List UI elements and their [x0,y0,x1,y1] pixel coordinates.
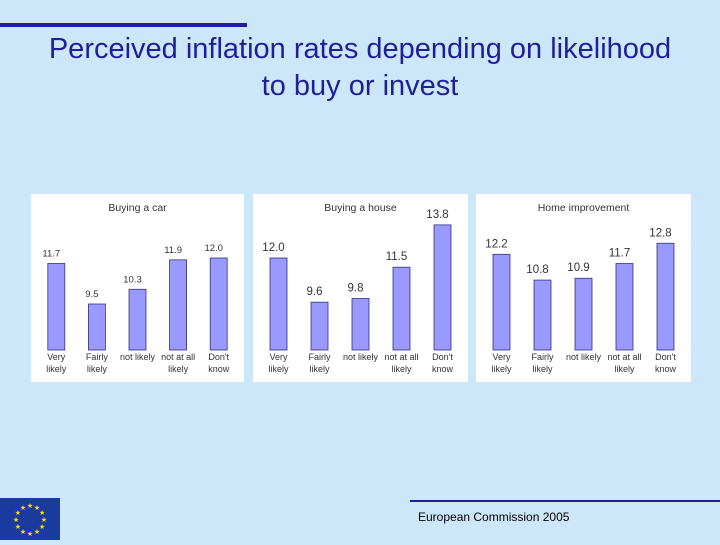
chart-car: Buying a car 11.7 Very likely 9.5 Fairly likel… [42,202,230,374]
data-label: 10.3 [123,274,142,285]
star-icon: ★ [34,528,40,536]
chart-panel-car: Buying a car 11.7 Very likely 9.5 Fairly likel… [31,194,244,382]
bar-don-t-know [656,242,675,351]
tick-label-not-at-all-likely: not at all likely [607,352,641,374]
data-label: 11.7 [42,249,60,260]
footer-credit: European Commission 2005 [418,510,570,524]
bar-don-t-know [209,257,228,351]
chart-house: Buying a house 12.0 Very likely 9.6 Fairly lik… [262,202,454,374]
tick-label-fairly-likely: Fairly likely [309,352,331,374]
bar-not-at-all-likely [392,266,411,351]
data-label: 12.8 [649,227,671,239]
data-label: 10.9 [567,262,589,274]
eu-flag-logo: ★ ★ ★ ★ ★ ★ ★ ★ ★ ★ ★ ★ [0,498,60,540]
tick-label-fairly-likely: Fairly likely [532,352,554,374]
tick-label-not-at-all-likely: not at all likely [161,352,195,374]
bar-don-t-know [433,224,452,351]
tick-label-don-t-know: Don't know [432,352,454,374]
data-label: 11.7 [609,248,631,260]
star-icon: ★ [27,530,33,538]
bar-fairly-likely [533,279,552,351]
star-icon: ★ [15,509,21,517]
bar-very-likely [47,263,66,351]
star-icon: ★ [41,516,47,524]
star-icon: ★ [20,504,26,512]
chart-panel-home-improvement: Home improvement 12.2 Very likely 10.8 Fairly… [476,194,691,382]
tick-label-very-likely: Very likely [268,352,289,374]
star-icon: ★ [39,509,45,517]
bar-fairly-likely [88,303,106,351]
eu-stars-icon: ★★★★★★★★★ ★ ★★ [13,502,47,538]
data-label: 10.8 [526,264,548,276]
chart-title: Buying a car [108,202,167,214]
tick-label-don-t-know: Don't know [655,352,677,374]
tick-label-very-likely: Very likely [46,352,67,374]
star-icon: ★ [15,523,21,531]
tick-label-fairly-likely: Fairly likely [86,352,108,374]
bar-very-likely [492,253,511,351]
data-label: 11.9 [164,245,182,256]
data-label: 11.5 [386,251,408,263]
footer-rule [410,500,720,502]
data-label: 12.0 [204,243,223,254]
star-icon: ★ [34,504,40,512]
chart-title: Home improvement [538,202,630,214]
data-label: 12.0 [262,242,284,254]
bar-very-likely [269,257,288,351]
title-accent-rule [0,23,247,27]
chart-panel-house: Buying a house 12.0 Very likely 9.6 Fairly lik… [253,194,468,382]
data-label: 9.8 [348,282,364,294]
star-icon: ★ [27,502,33,510]
bar-not-likely [351,298,370,351]
chart-home-improvement: Home improvement 12.2 Very likely 10.8 Fairly… [485,202,677,374]
bar-not-likely [128,288,147,351]
data-label: 9.6 [307,286,323,298]
tick-label-very-likely: Very likely [491,352,512,374]
star-icon: ★ [39,523,45,531]
tick-label-don-t-know: Don't know [208,352,230,374]
tick-label-not-likely: not likely [120,352,156,362]
data-label: 12.2 [485,238,507,250]
tick-label-not-likely: not likely [343,352,379,362]
star-icon: ★ [20,528,26,536]
data-label: 13.8 [426,209,448,221]
bar-fairly-likely [310,301,329,351]
tick-label-not-at-all-likely: not at all likely [384,352,418,374]
bar-not-at-all-likely [169,259,188,351]
data-label: 9.5 [85,289,98,300]
bar-not-likely [574,277,593,351]
tick-label-not-likely: not likely [566,352,602,362]
bar-not-at-all-likely [615,263,634,351]
slide-title: Perceived inflation rates depending on l… [48,33,672,102]
chart-title: Buying a house [324,202,397,214]
star-icon: ★ [13,516,19,524]
